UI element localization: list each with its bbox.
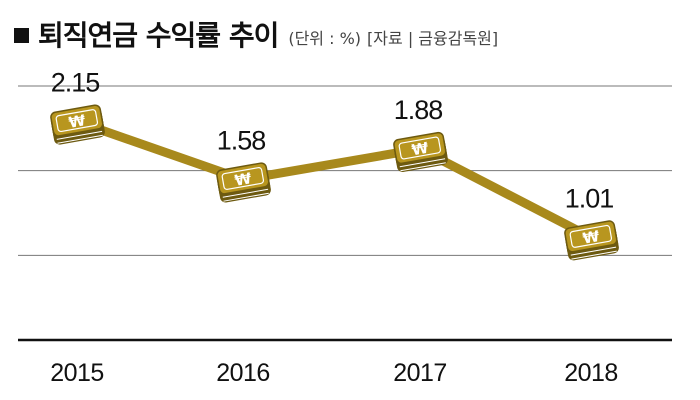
chart-title: 퇴직연금 수익률 추이 [38,19,279,52]
value-labels-group: 2.15 1.58 1.88 1.01 [51,68,615,214]
won-banknote-stack-icon: ₩ [393,131,448,173]
x-tick-label: 2015 [50,359,104,387]
won-sign-glyph: ₩ [410,139,430,160]
won-sign-glyph: ₩ [233,169,253,190]
gridlines [18,85,672,342]
unit-note: (단위 : %) [288,29,362,48]
x-tick-label: 2016 [216,359,270,387]
data-label: 1.88 [394,95,443,125]
title-bullet-square [14,27,29,43]
won-banknote-stack-icon: ₩ [564,220,619,261]
series-line [72,117,596,242]
data-label: 1.58 [217,125,266,155]
won-sign-glyph: ₩ [581,227,601,248]
x-tick-label: 2017 [393,359,447,387]
x-tick-label: 2018 [564,359,618,387]
series-line-group [72,117,596,242]
data-label: 1.01 [565,183,614,213]
won-sign-glyph: ₩ [67,111,87,132]
x-tick-labels-group: 2015 2016 2017 2018 [50,359,618,387]
won-banknote-stack-icon: ₩ [216,162,271,203]
source-note: [자료 | 금융감독원] [367,29,499,48]
won-banknote-stack-icon: ₩ [50,104,105,145]
markers-group: ₩ ₩ ₩ ₩ [50,104,619,261]
data-label: 2.15 [51,68,100,98]
chart-header: 퇴직연금 수익률 추이 (단위 : %) [자료 | 금융감독원] [14,14,498,54]
